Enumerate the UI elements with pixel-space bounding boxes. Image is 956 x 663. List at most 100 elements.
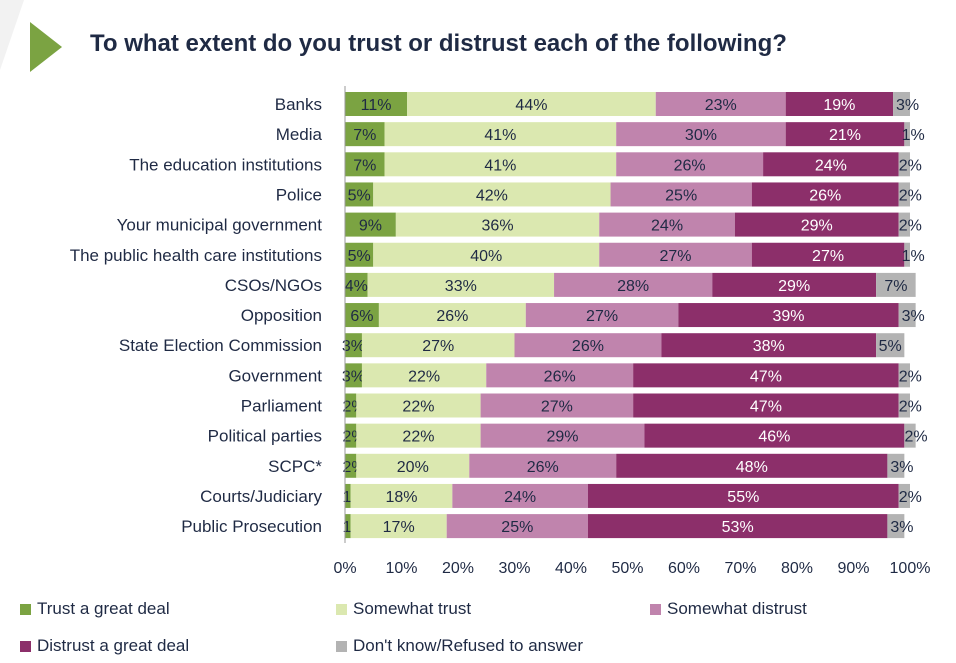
bar-segment	[644, 423, 905, 448]
data-label: 29%	[547, 429, 579, 446]
bar-segment	[480, 393, 634, 418]
data-label: 22%	[408, 368, 440, 385]
header-arrow-decoration	[0, 0, 62, 72]
data-label: 25%	[501, 519, 533, 536]
bar-segment	[345, 393, 357, 418]
data-label: 21%	[829, 127, 861, 144]
legend-label: Don't know/Refused to answer	[353, 636, 584, 655]
x-tick-label: 70%	[724, 560, 756, 577]
bar-segment	[678, 303, 899, 328]
legend-swatch	[20, 640, 31, 652]
bar-segment	[887, 453, 905, 478]
bar-segment	[345, 483, 351, 508]
bar-segment	[345, 182, 374, 207]
bar-segment	[384, 152, 617, 177]
data-label: 2%	[904, 429, 927, 446]
category-label: Courts/Judiciary	[200, 487, 322, 506]
bar-segment	[898, 182, 910, 207]
bar-segment	[345, 333, 362, 358]
bar-segment	[785, 122, 905, 147]
category-label: Media	[276, 125, 323, 144]
bar-segment	[345, 423, 357, 448]
bar-segment	[904, 423, 916, 448]
legend-item: Trust a great deal	[20, 598, 170, 620]
bar-segment	[898, 483, 910, 508]
data-label: 53%	[722, 519, 754, 536]
data-label: 7%	[353, 157, 376, 174]
chart-title: To what extent do you trust or distrust …	[90, 30, 787, 57]
data-label: 30%	[685, 127, 717, 144]
data-label: 27%	[541, 399, 573, 416]
data-label: 46%	[758, 429, 790, 446]
data-label: 7%	[884, 278, 907, 295]
bar-segment	[587, 483, 899, 508]
category-label: Political parties	[208, 427, 322, 446]
data-label: 19%	[823, 97, 855, 114]
data-label: 3%	[902, 308, 925, 325]
bar-segment	[378, 303, 526, 328]
data-label: 9%	[359, 218, 382, 235]
bar-segment	[361, 333, 515, 358]
bar-segment	[898, 303, 916, 328]
x-tick-label: 40%	[555, 560, 587, 577]
category-label: Opposition	[241, 306, 322, 325]
category-label: The education institutions	[129, 155, 322, 174]
x-tick-label: 80%	[781, 560, 813, 577]
data-label: 1%	[902, 127, 925, 144]
bar-segment	[373, 182, 611, 207]
data-label: 17%	[383, 519, 415, 536]
bar-segment	[469, 453, 617, 478]
bar-segment	[356, 453, 470, 478]
bar-segment	[407, 92, 656, 116]
bar-segment	[345, 122, 385, 147]
bar-segment	[785, 92, 894, 116]
bar-segment	[887, 514, 905, 539]
data-label: 5%	[879, 338, 902, 355]
legend-swatch	[336, 640, 347, 652]
data-label: 44%	[515, 97, 547, 114]
bar-segment	[633, 393, 899, 418]
data-label: 2%	[899, 187, 922, 204]
data-label: 48%	[736, 459, 768, 476]
bar-segment	[345, 242, 374, 267]
data-label: 23%	[705, 97, 737, 114]
bar-segment	[633, 363, 899, 388]
bar-segment	[345, 212, 396, 237]
data-label: 18%	[385, 489, 417, 506]
data-label: 26%	[674, 157, 706, 174]
legend-item: Somewhat distrust	[650, 598, 807, 620]
category-label: Government	[228, 366, 322, 385]
data-label: 22%	[402, 399, 434, 416]
bar-segment	[350, 514, 447, 539]
bar-segment	[361, 363, 487, 388]
play-arrow-icon	[30, 22, 62, 72]
data-label: 22%	[402, 429, 434, 446]
bar-segment	[734, 212, 899, 237]
data-label: 3%	[342, 338, 365, 355]
bar-segment	[610, 182, 752, 207]
data-label: 2%	[899, 157, 922, 174]
x-tick-label: 50%	[611, 560, 643, 577]
data-label: 2%	[899, 489, 922, 506]
bar-segment	[345, 303, 379, 328]
bar-segment	[599, 242, 752, 267]
category-label: SCPC*	[268, 457, 322, 476]
data-label: 3%	[890, 519, 913, 536]
legend-swatch	[20, 603, 31, 615]
category-label: Public Prosecution	[181, 517, 322, 536]
data-label: 6%	[350, 308, 373, 325]
data-label: 39%	[773, 308, 805, 325]
data-label: 26%	[572, 338, 604, 355]
data-label: 41%	[484, 157, 516, 174]
data-label: 27%	[812, 248, 844, 265]
data-label: 24%	[651, 218, 683, 235]
legend-label: Somewhat distrust	[667, 599, 807, 618]
x-tick-label: 100%	[890, 560, 931, 577]
data-label: 40%	[470, 248, 502, 265]
bar-segment	[655, 92, 786, 116]
bar-segment	[898, 363, 910, 388]
bar-segment	[876, 333, 905, 358]
legend-item: Don't know/Refused to answer	[336, 635, 583, 657]
data-label: 3%	[890, 459, 913, 476]
data-label: 2%	[899, 399, 922, 416]
